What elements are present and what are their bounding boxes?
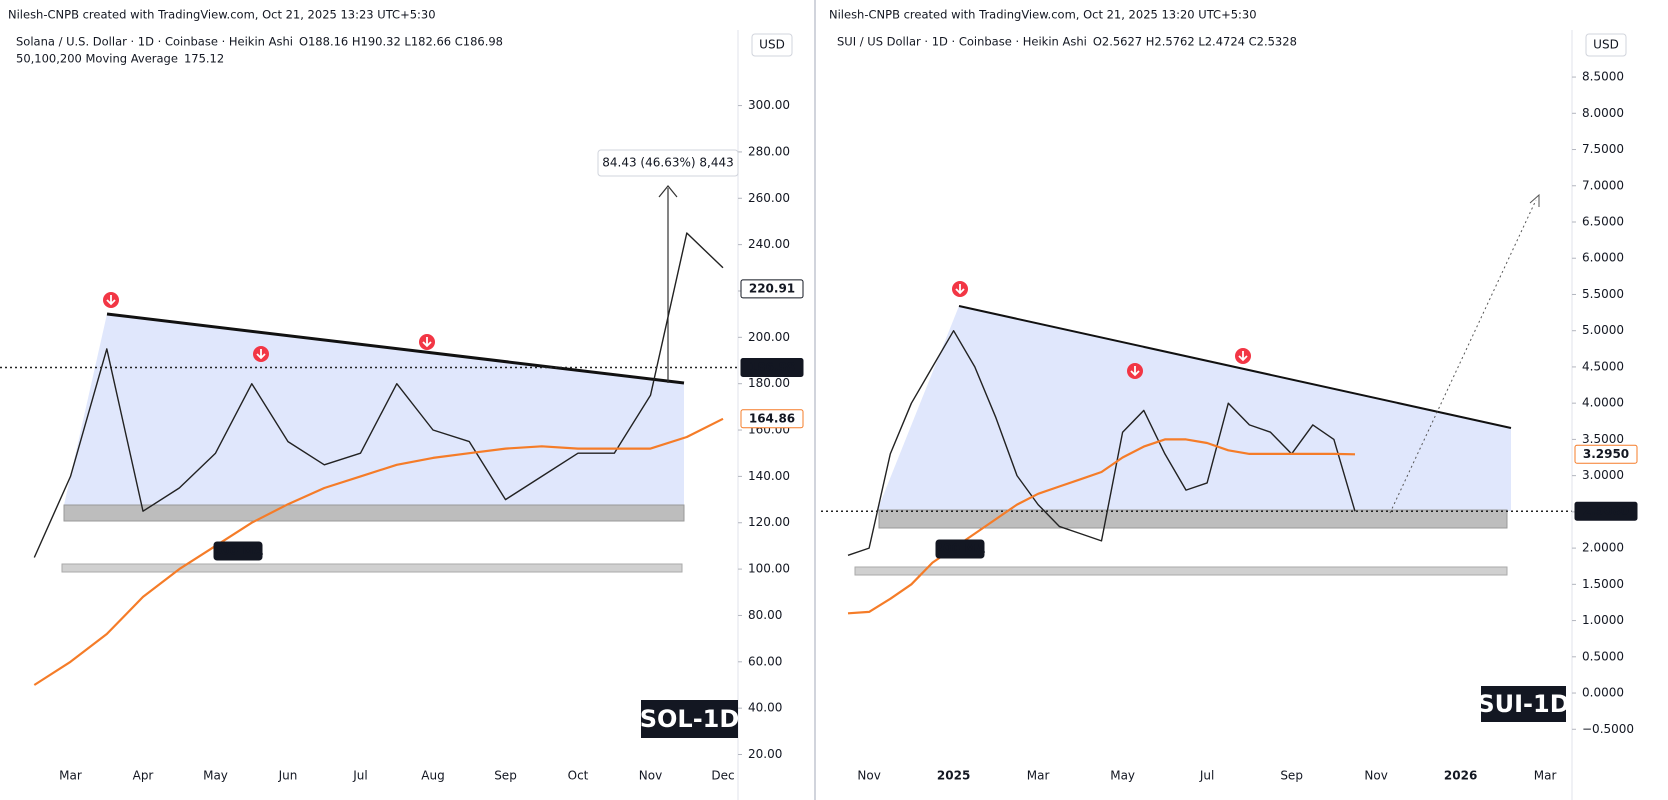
- y-tick-label: 1.5000: [1582, 577, 1624, 591]
- watermark-box: [641, 700, 738, 738]
- currency-box: [1585, 33, 1627, 57]
- support-zone: [63, 504, 685, 522]
- y-tick-label: 80.00: [748, 608, 782, 622]
- y-tick-label: 5.5000: [1582, 287, 1624, 301]
- y-tick-label: 0.5000: [1582, 649, 1624, 663]
- y-tick-label: 60.00: [748, 654, 782, 668]
- annotation: 200 MA: [935, 542, 986, 556]
- x-tick-label: 2025: [937, 769, 970, 783]
- x-tick-label: Sep: [494, 769, 517, 783]
- x-tick-label: May: [203, 769, 228, 783]
- x-tick-label: Jul: [1199, 769, 1214, 783]
- y-tick-label: 3.5000: [1582, 432, 1624, 446]
- trendline: [958, 305, 1512, 429]
- currency: USD: [1593, 38, 1619, 52]
- y-tick-label: 6.5000: [1582, 214, 1624, 228]
- x-tick-label: Mar: [1534, 769, 1557, 783]
- author: Nilesh-CNPB created with TradingView.com…: [8, 8, 436, 22]
- price-marker-label: 186.98: [749, 360, 795, 374]
- price-marker: [1574, 444, 1638, 464]
- price-marker: [740, 409, 804, 429]
- symbol-info: SUI / US Dollar · 1D · Coinbase · Heikin…: [837, 35, 1087, 49]
- x-tick-label: Nov: [857, 769, 880, 783]
- x-tick-label: Nov: [639, 769, 662, 783]
- annotation: 200 MA: [213, 544, 264, 558]
- price-marker: [740, 358, 804, 378]
- ma-legend: 50,100,200 Moving Average: [16, 52, 178, 66]
- x-tick-label: Dec: [711, 769, 734, 783]
- y-tick-label: 0.0000: [1582, 686, 1624, 700]
- support-zone: [61, 563, 683, 573]
- annotation: 84.43 (46.63%) 8,443: [602, 156, 733, 170]
- watermark: SUI-1D: [1477, 690, 1569, 718]
- y-tick-label: 4.5000: [1582, 359, 1624, 373]
- moving-average: [847, 438, 1356, 615]
- price-marker: [1574, 501, 1638, 521]
- x-tick-label: Aug: [421, 769, 444, 783]
- support-zone: [878, 509, 1508, 529]
- x-tick-label: 2026: [1444, 769, 1477, 783]
- price-marker-label: 164.86: [749, 411, 795, 425]
- moving-average: [33, 417, 724, 686]
- y-tick-label: 40.00: [748, 701, 782, 715]
- y-tick-label: 8.5000: [1582, 70, 1624, 84]
- y-tick-label: 20.00: [748, 747, 782, 761]
- x-tick-label: Nov: [1364, 769, 1387, 783]
- projection-arrow: [1529, 193, 1540, 207]
- pattern-area: [877, 306, 1511, 511]
- x-tick-label: Jul: [352, 769, 367, 783]
- y-tick-label: 8.0000: [1582, 106, 1624, 120]
- x-tick-label: Apr: [133, 769, 154, 783]
- y-tick-label: 200.00: [748, 330, 790, 344]
- x-tick-label: Mar: [59, 769, 82, 783]
- y-tick-label: 240.00: [748, 237, 790, 251]
- price-line-series: [33, 232, 724, 558]
- price-marker: [740, 279, 804, 299]
- y-tick-label: 280.00: [748, 144, 790, 158]
- y-tick-label: 300.00: [748, 98, 790, 112]
- y-tick-label: 2.0000: [1582, 541, 1624, 555]
- currency-box: [751, 33, 793, 57]
- y-tick-label: 120.00: [748, 515, 790, 529]
- y-tick-label: 5.0000: [1582, 323, 1624, 337]
- price-line-series: [847, 330, 1356, 556]
- x-tick-label: Oct: [568, 769, 589, 783]
- ohlc: O2.5627 H2.5762 L2.4724 C2.5328: [1093, 35, 1297, 49]
- y-tick-label: 3.0000: [1582, 468, 1624, 482]
- y-tick-label: 7.5000: [1582, 142, 1624, 156]
- y-tick-label: 4.0000: [1582, 396, 1624, 410]
- watermark-box: [1481, 686, 1566, 722]
- price-marker-label: 220.91: [749, 281, 795, 295]
- trendline: [106, 312, 685, 385]
- pattern-area: [64, 314, 684, 505]
- y-tick-label: 1.0000: [1582, 613, 1624, 627]
- x-tick-label: May: [1110, 769, 1135, 783]
- y-tick-label: 6.0000: [1582, 251, 1624, 265]
- x-tick-label: Mar: [1027, 769, 1050, 783]
- support-zone: [854, 566, 1508, 576]
- y-tick-label: 260.00: [748, 191, 790, 205]
- author: Nilesh-CNPB created with TradingView.com…: [829, 8, 1257, 22]
- watermark: SOL-1D: [640, 705, 740, 733]
- annotation-box: [935, 539, 985, 559]
- ma-value: 175.12: [184, 52, 224, 66]
- annotation-box: [213, 541, 263, 561]
- ohlc: O188.16 H190.32 L182.66 C186.98: [299, 35, 503, 49]
- y-tick-label: 100.00: [748, 562, 790, 576]
- x-tick-label: Sep: [1280, 769, 1303, 783]
- peak-icon-arrows: [106, 284, 1248, 377]
- symbol-info: Solana / U.S. Dollar · 1D · Coinbase · H…: [16, 35, 293, 49]
- y-tick-label: 7.0000: [1582, 178, 1624, 192]
- x-tick-label: Jun: [278, 769, 298, 783]
- price-marker-label: 3.2950: [1583, 447, 1629, 461]
- measure-arrow: [658, 185, 678, 198]
- y-tick-label: 180.00: [748, 376, 790, 390]
- y-tick-label: 140.00: [748, 469, 790, 483]
- annotation-box: [597, 149, 739, 177]
- currency: USD: [759, 38, 785, 52]
- y-tick-label: −0.5000: [1582, 722, 1634, 736]
- price-marker-label: 2.5080: [1583, 504, 1629, 518]
